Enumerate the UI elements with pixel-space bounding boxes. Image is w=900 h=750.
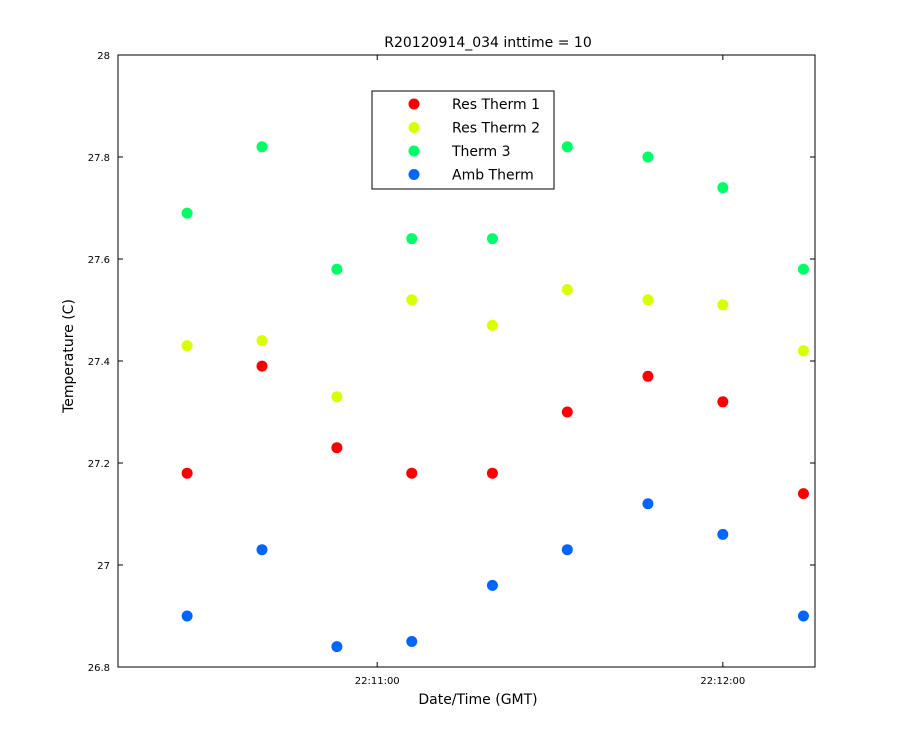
data-point-res-therm-2 <box>331 391 343 403</box>
data-point-therm-3 <box>331 263 343 275</box>
data-points <box>181 141 809 653</box>
data-point-therm-3 <box>642 151 654 163</box>
data-point-res-therm-1 <box>561 406 573 418</box>
data-point-amb-therm <box>256 544 268 556</box>
x-axis-label: Date/Time (GMT) <box>418 692 537 708</box>
y-axis: 26.8 27 27.2 27.4 27.6 27.8 28 <box>88 51 815 674</box>
data-point-res-therm-1 <box>406 467 418 479</box>
data-point-therm-3 <box>797 263 809 275</box>
chart-title: R20120914_034 inttime = 10 <box>384 35 591 51</box>
data-point-res-therm-2 <box>797 345 809 357</box>
legend-label: Therm 3 <box>451 144 511 160</box>
data-point-res-therm-2 <box>717 299 729 311</box>
legend-marker <box>408 145 420 157</box>
legend-marker <box>408 122 420 133</box>
data-point-therm-3 <box>406 233 418 245</box>
data-point-res-therm-1 <box>642 370 654 382</box>
data-point-amb-therm <box>797 610 809 622</box>
legend-label: Res Therm 1 <box>452 97 540 113</box>
y-tick-label: 26.8 <box>88 663 110 674</box>
data-point-amb-therm <box>486 579 498 591</box>
data-point-amb-therm <box>642 498 654 510</box>
data-point-res-therm-2 <box>642 294 654 306</box>
data-point-res-therm-1 <box>256 360 268 372</box>
data-point-amb-therm <box>717 528 729 540</box>
legend-label: Amb Therm <box>452 168 534 184</box>
legend-marker <box>408 169 420 180</box>
data-point-amb-therm <box>181 610 193 622</box>
data-point-amb-therm <box>561 544 573 556</box>
data-point-amb-therm <box>406 636 418 647</box>
y-tick-label: 27 <box>97 561 110 572</box>
x-tick-label: 22:12:00 <box>700 676 745 687</box>
data-point-res-therm-1 <box>331 442 343 454</box>
legend-box <box>371 90 555 190</box>
data-point-res-therm-2 <box>486 319 498 331</box>
y-tick-label: 27.2 <box>88 459 110 470</box>
data-point-res-therm-1 <box>181 467 193 479</box>
y-axis-label: Temperature (C) <box>61 299 77 414</box>
legend-label: Res Therm 2 <box>452 121 540 137</box>
y-tick-label: 27.4 <box>88 357 110 368</box>
data-point-res-therm-2 <box>181 340 193 352</box>
data-point-therm-3 <box>486 233 498 245</box>
legend: Res Therm 1 Res Therm 2 Therm 3 Amb Therm <box>371 90 555 190</box>
data-point-res-therm-2 <box>256 335 268 347</box>
data-point-res-therm-1 <box>797 488 809 500</box>
legend-marker <box>408 98 420 110</box>
x-tick-label: 22:11:00 <box>355 676 400 687</box>
data-point-therm-3 <box>717 182 729 194</box>
data-point-therm-3 <box>181 207 193 219</box>
data-point-res-therm-1 <box>486 467 498 479</box>
y-tick-label: 28 <box>97 51 110 62</box>
data-point-amb-therm <box>331 641 343 653</box>
x-axis: 22:11:00 22:12:00 <box>355 55 745 687</box>
data-point-res-therm-1 <box>717 396 729 408</box>
y-tick-label: 27.8 <box>88 153 110 164</box>
data-point-therm-3 <box>256 141 268 153</box>
y-tick-label: 27.6 <box>88 255 110 266</box>
data-point-therm-3 <box>561 141 573 153</box>
data-point-res-therm-2 <box>561 284 573 296</box>
data-point-res-therm-2 <box>406 294 418 306</box>
